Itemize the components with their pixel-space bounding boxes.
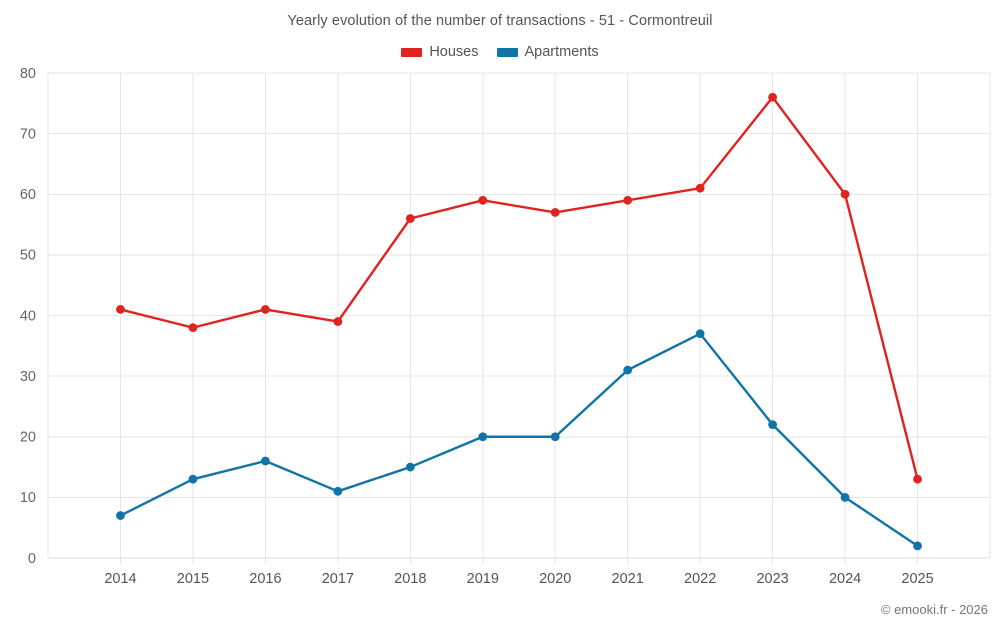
data-point-apartments-2022 bbox=[695, 329, 705, 339]
x-axis-tick-label: 2021 bbox=[612, 571, 644, 587]
x-axis-tick-label: 2024 bbox=[829, 571, 861, 587]
x-axis-tick-label: 2015 bbox=[177, 571, 209, 587]
x-axis-ticks: 2014 2015 2016 2017 2018 2019 2020 2021 2022 2023… bbox=[104, 571, 933, 587]
y-axis-tick-label: 50 bbox=[20, 248, 36, 264]
data-point-houses-2021 bbox=[623, 195, 633, 205]
x-axis-tick-label: 2017 bbox=[322, 571, 354, 587]
series-line-apartments bbox=[119, 332, 919, 548]
y-axis-ticks: 0 10 20 30 40 50 60 70 80 bbox=[20, 66, 36, 567]
x-axis-tick-label: 2023 bbox=[756, 571, 788, 587]
data-point-apartments-2017 bbox=[333, 486, 343, 496]
data-point-houses-2025 bbox=[913, 474, 922, 484]
legend-item-apartments[interactable]: Apartments bbox=[496, 44, 599, 60]
legend-item-houses[interactable]: Houses bbox=[401, 44, 479, 60]
data-point-apartments-2015 bbox=[188, 474, 198, 484]
data-point-houses-2019 bbox=[478, 195, 488, 205]
data-point-houses-2024 bbox=[840, 189, 850, 199]
data-point-apartments-2021 bbox=[623, 365, 633, 375]
y-axis-tick-label: 0 bbox=[28, 551, 36, 567]
data-point-apartments-2019 bbox=[478, 432, 488, 442]
data-point-apartments-2025 bbox=[913, 541, 922, 551]
data-point-houses-2022 bbox=[695, 183, 705, 193]
data-point-houses-2017 bbox=[333, 317, 343, 326]
series-line-houses bbox=[119, 96, 919, 481]
footer-credit: © emooki.fr - 2026 bbox=[880, 602, 988, 617]
x-axis-tick-label: 2020 bbox=[539, 571, 571, 587]
x-axis-tick-label: 2025 bbox=[901, 571, 933, 587]
data-point-apartments-2023 bbox=[768, 420, 778, 430]
y-axis-tick-label: 70 bbox=[20, 126, 36, 142]
x-axis-tick-label: 2018 bbox=[394, 571, 426, 587]
data-point-houses-2014 bbox=[116, 305, 125, 314]
x-axis-tick-label: 2016 bbox=[249, 571, 281, 587]
data-point-houses-2018 bbox=[405, 214, 415, 223]
data-point-houses-2020 bbox=[550, 208, 560, 217]
data-point-apartments-2016 bbox=[260, 456, 270, 466]
data-point-houses-2015 bbox=[188, 323, 198, 333]
y-axis-tick-label: 20 bbox=[20, 430, 36, 446]
data-point-houses-2023 bbox=[768, 92, 778, 102]
y-axis-tick-label: 30 bbox=[20, 369, 36, 385]
legend-label-apartments: Apartments bbox=[524, 44, 599, 60]
data-point-houses-2016 bbox=[260, 305, 270, 314]
legend-label-houses: Houses bbox=[429, 44, 479, 60]
gridlines bbox=[47, 72, 991, 564]
data-point-apartments-2020 bbox=[550, 432, 560, 442]
y-axis-tick-label: 40 bbox=[20, 308, 36, 324]
y-axis-tick-label: 80 bbox=[20, 66, 36, 82]
data-point-apartments-2014 bbox=[116, 511, 125, 520]
y-axis-tick-label: 60 bbox=[20, 187, 36, 203]
data-series bbox=[116, 92, 922, 551]
data-point-apartments-2024 bbox=[840, 492, 850, 502]
x-axis-tick-label: 2014 bbox=[104, 571, 136, 587]
legend-swatch-houses bbox=[401, 47, 423, 57]
x-axis-tick-label: 2019 bbox=[467, 571, 499, 587]
chart-title: Yearly evolution of the number of transa… bbox=[287, 13, 713, 29]
legend-swatch-apartments bbox=[496, 47, 518, 57]
y-axis-tick-label: 10 bbox=[20, 490, 36, 506]
chart-legend: Houses Apartments bbox=[0, 44, 1000, 60]
data-point-apartments-2018 bbox=[405, 462, 415, 472]
x-axis-tick-label: 2022 bbox=[684, 571, 716, 587]
